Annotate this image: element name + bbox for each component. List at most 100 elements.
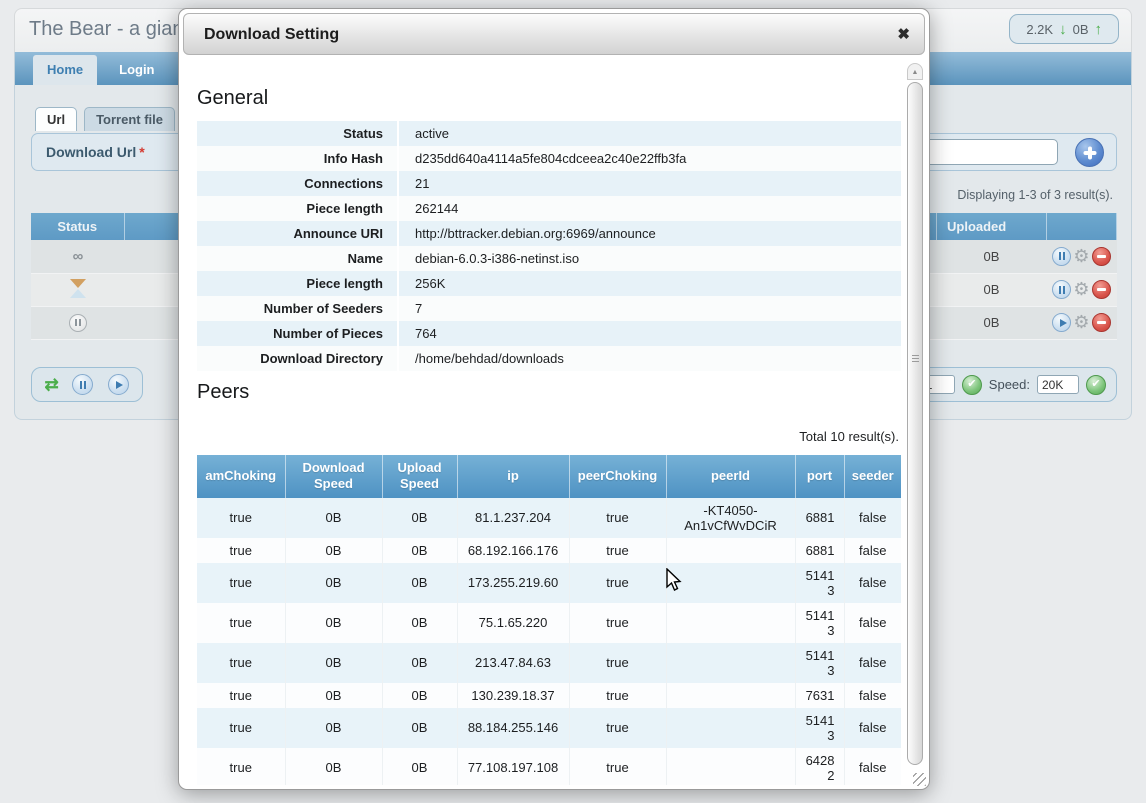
general-row-value: /home/behdad/downloads xyxy=(397,346,901,371)
peer-cell: false xyxy=(843,682,901,708)
peer-row: true 0B 0B 88.184.255.146 true 51413 false xyxy=(197,707,901,748)
general-row-label: Piece length xyxy=(306,276,383,291)
peer-cell: false xyxy=(843,602,901,643)
peer-cell: 81.1.237.204 xyxy=(456,497,569,538)
general-row-value: 21 xyxy=(397,171,901,196)
peer-cell xyxy=(665,747,795,785)
general-heading: General xyxy=(197,87,269,109)
peer-cell: 0B xyxy=(284,602,382,643)
modal-resize-handle[interactable] xyxy=(913,773,926,786)
general-row-label: Number of Pieces xyxy=(273,326,383,341)
column-header-uploaded: Uploaded xyxy=(936,213,1047,240)
peer-cell: 51413 xyxy=(794,642,844,683)
scrollbar-thumb[interactable] xyxy=(907,82,923,765)
peers-column-header: peerId xyxy=(665,455,795,498)
general-row: Download Directory/home/behdad/downloads xyxy=(197,346,901,371)
peer-cell: 64282 xyxy=(794,747,844,785)
page-apply-button[interactable]: ✔ xyxy=(961,374,982,395)
traffic-up-value: 0B xyxy=(1072,21,1089,37)
upload-arrow-icon: ↑ xyxy=(1094,20,1103,38)
general-row: Number of Seeders 7 xyxy=(197,296,901,321)
peer-cell: true xyxy=(568,747,666,785)
add-download-button[interactable] xyxy=(1075,138,1104,167)
peers-column-header: seeder xyxy=(843,455,901,498)
refresh-icon[interactable]: ⇄ xyxy=(44,374,59,394)
download-uploaded-cell: 0B xyxy=(936,273,1047,307)
nav-tab-home[interactable]: Home xyxy=(33,55,98,85)
nav-tab-login[interactable]: Login xyxy=(119,62,155,77)
row-remove-button[interactable] xyxy=(1091,246,1111,266)
peer-row: true 0B 0B 173.255.219.60 true 51413 false xyxy=(197,562,901,603)
general-row: Connections 21 xyxy=(197,171,901,196)
peer-cell: 0B xyxy=(381,707,457,748)
peer-cell: true xyxy=(197,747,285,785)
speed-apply-button[interactable]: ✔ xyxy=(1086,374,1106,395)
pause-all-button[interactable] xyxy=(72,374,94,395)
peers-column-header: Download Speed xyxy=(284,455,382,498)
resume-all-button[interactable] xyxy=(107,374,129,395)
peer-cell: 213.47.84.63 xyxy=(456,642,569,683)
peer-cell: false xyxy=(843,747,901,785)
pause-icon xyxy=(1058,252,1065,261)
modal-scrollbar[interactable]: ▲ xyxy=(907,63,923,765)
general-row-label: Piece length xyxy=(306,201,383,216)
peer-cell: 0B xyxy=(381,537,457,563)
general-row-value: debian-6.0.3-i386-netinst.iso xyxy=(397,246,901,271)
row-remove-button[interactable] xyxy=(1091,313,1111,332)
peer-cell xyxy=(665,562,795,603)
peer-row: true 0B 0B 130.239.18.37 true 7631 false xyxy=(197,682,901,708)
peer-cell xyxy=(665,642,795,683)
peers-column-header: Upload Speed xyxy=(381,455,457,498)
peer-cell: true xyxy=(197,642,285,683)
peer-cell: 0B xyxy=(381,602,457,643)
displaying-results-text: Displaying 1-3 of 3 result(s). xyxy=(957,188,1113,202)
check-icon: ✔ xyxy=(967,378,977,390)
download-actions-cell: ⚙ xyxy=(1046,306,1117,340)
download-actions-cell: ⚙ xyxy=(1046,240,1117,274)
settings-gear-icon[interactable]: ⚙ xyxy=(1073,245,1090,266)
general-row: Info Hash d235dd640a4114a5fe804cdceea2c40… xyxy=(197,146,901,171)
row-remove-button[interactable] xyxy=(1091,280,1111,299)
peer-cell: 0B xyxy=(284,562,382,603)
tab-torrent-file[interactable]: Torrent file xyxy=(84,107,175,131)
peer-cell: 0B xyxy=(284,682,382,708)
peer-cell: -KT4050-An1vCfWvDCiR xyxy=(665,497,795,538)
general-row-label: Connections xyxy=(304,176,383,191)
pager-toolbar: ✔ Speed: ✔ xyxy=(909,367,1117,402)
traffic-down-value: 2.2K xyxy=(1026,21,1054,37)
check-icon: ✔ xyxy=(1091,378,1101,390)
link-icon: ∞ xyxy=(72,247,84,265)
peer-cell: true xyxy=(197,562,285,603)
peers-column-header: peerChoking xyxy=(568,455,666,498)
peer-cell xyxy=(665,682,795,708)
traffic-badge: 2.2K ↓ 0B ↑ xyxy=(1009,14,1119,44)
peer-cell: 0B xyxy=(284,537,382,563)
row-pause-button[interactable] xyxy=(1052,246,1072,266)
peer-cell: true xyxy=(568,602,666,643)
pause-icon xyxy=(1058,285,1065,294)
settings-gear-icon[interactable]: ⚙ xyxy=(1073,312,1090,332)
peer-row: true 0B 0B 77.108.197.108 true 64282 false xyxy=(197,747,901,785)
peer-cell: true xyxy=(568,562,666,603)
pause-icon xyxy=(79,380,86,389)
scroll-up-icon[interactable]: ▲ xyxy=(907,63,923,80)
peer-cell: 68.192.166.176 xyxy=(456,537,569,563)
page-title: The Bear - a gian xyxy=(29,18,184,40)
modal-titlebar[interactable]: Download Setting ✖ xyxy=(183,13,925,55)
row-resume-button[interactable] xyxy=(1052,313,1072,332)
peer-cell: 51413 xyxy=(794,707,844,748)
settings-gear-icon[interactable]: ⚙ xyxy=(1073,279,1090,299)
tab-url[interactable]: Url xyxy=(35,107,78,131)
peer-cell: 6881 xyxy=(794,497,844,538)
speed-input[interactable] xyxy=(1037,375,1079,394)
speed-label: Speed: xyxy=(988,377,1030,392)
download-arrow-icon: ↓ xyxy=(1059,20,1067,38)
peer-cell: true xyxy=(568,642,666,683)
modal-title: Download Setting xyxy=(204,26,340,43)
remove-icon xyxy=(1096,288,1106,291)
row-pause-button[interactable] xyxy=(1052,280,1072,299)
close-icon[interactable]: ✖ xyxy=(897,26,910,43)
peer-cell xyxy=(665,537,795,563)
general-row-value: d235dd640a4114a5fe804cdceea2c40e22ffb3fa xyxy=(397,146,901,171)
peer-cell: true xyxy=(197,497,285,538)
